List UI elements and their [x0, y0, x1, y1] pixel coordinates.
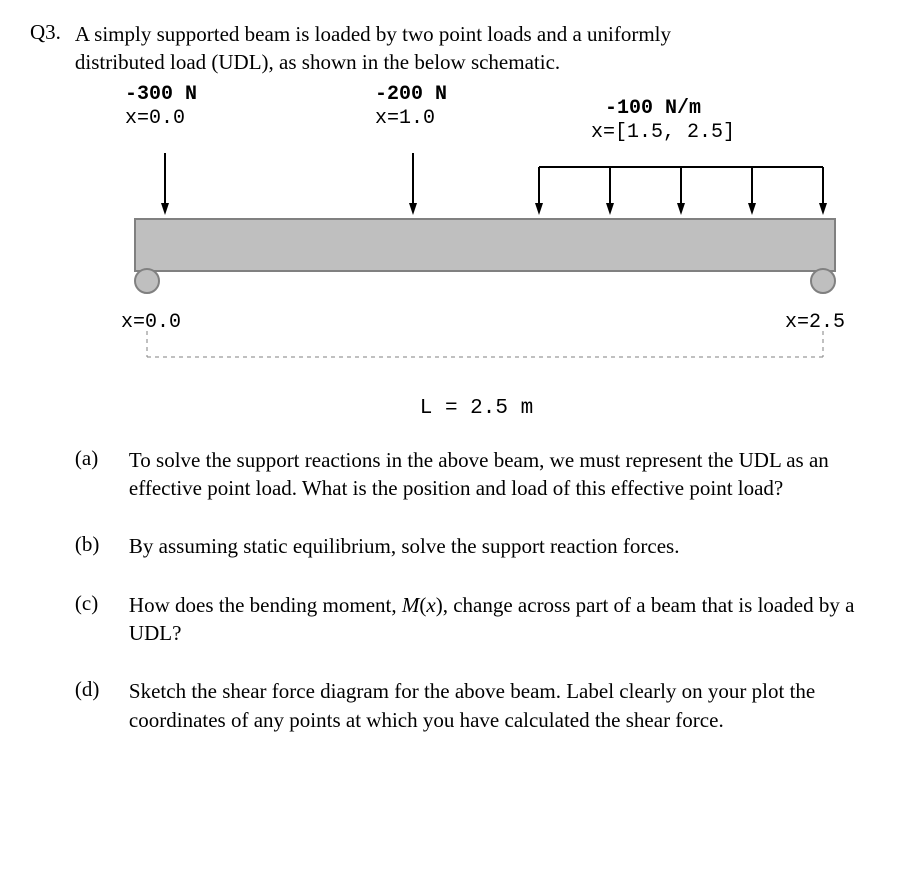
- part-label: (c): [75, 591, 111, 616]
- question-line-1: A simply supported beam is loaded by two…: [75, 22, 671, 46]
- question-text: A simply supported beam is loaded by two…: [75, 20, 878, 77]
- support-right-label: x=2.5: [785, 311, 845, 334]
- part-label: (b): [75, 532, 111, 557]
- point-load-0-force: -300 N: [125, 83, 197, 106]
- point-load-1-force: -200 N: [375, 83, 447, 106]
- part-a: (a) To solve the support reactions in the…: [75, 446, 878, 503]
- question-number: Q3.: [30, 20, 61, 45]
- part-text: To solve the support reactions in the ab…: [129, 446, 878, 503]
- part-label: (d): [75, 677, 111, 702]
- part-text: How does the bending moment, M(x), chang…: [129, 591, 878, 648]
- support-left-label: x=0.0: [121, 311, 181, 334]
- question-header: Q3. A simply supported beam is loaded by…: [30, 20, 878, 764]
- part-c: (c) How does the bending moment, M(x), ch…: [75, 591, 878, 648]
- part-text: By assuming static equilibrium, solve th…: [129, 532, 878, 560]
- udl-position-label: x=[1.5, 2.5]: [591, 121, 735, 144]
- question-line-2: distributed load (UDL), as shown in the …: [75, 50, 560, 74]
- question-body: A simply supported beam is loaded by two…: [75, 20, 878, 764]
- udl-force-label: -100 N/m: [605, 97, 701, 120]
- beam-diagram: x=0.0x=2.5-300 Nx=0.0-200 Nx=1.0-100 N/m…: [75, 81, 878, 420]
- point-load-1-position: x=1.0: [375, 107, 435, 130]
- part-b: (b) By assuming static equilibrium, solve…: [75, 532, 878, 560]
- support-left: [135, 269, 159, 293]
- length-label: L = 2.5 m: [75, 397, 878, 420]
- beam-body: [135, 219, 835, 271]
- support-right: [811, 269, 835, 293]
- part-d: (d) Sketch the shear force diagram for th…: [75, 677, 878, 734]
- part-label: (a): [75, 446, 111, 471]
- parts-list: (a) To solve the support reactions in the…: [75, 446, 878, 734]
- part-text: Sketch the shear force diagram for the a…: [129, 677, 878, 734]
- beam-svg: x=0.0x=2.5-300 Nx=0.0-200 Nx=1.0-100 N/m…: [75, 81, 875, 381]
- point-load-0-position: x=0.0: [125, 107, 185, 130]
